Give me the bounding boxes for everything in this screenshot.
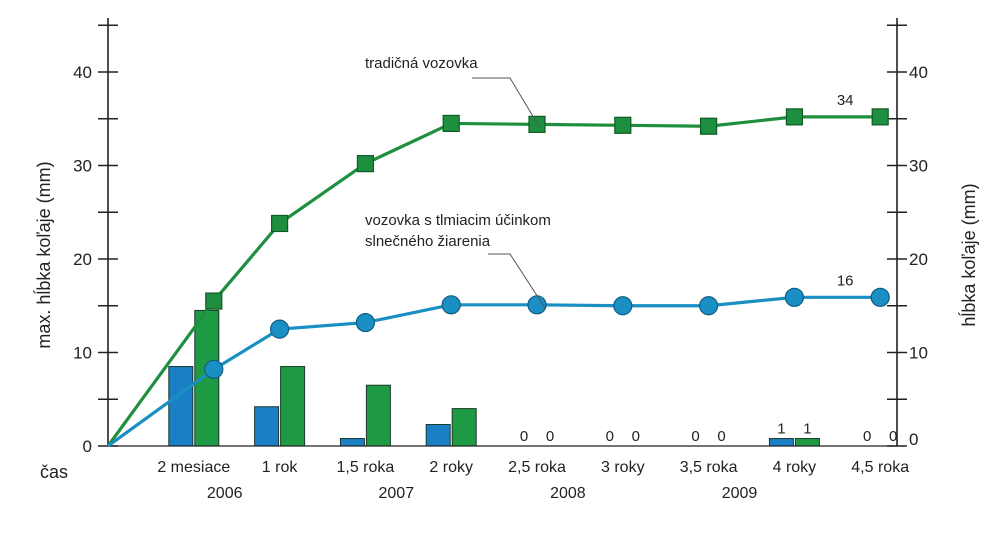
bar-green [280, 366, 306, 447]
marker-square [614, 116, 632, 134]
marker-circle [204, 359, 224, 379]
y-axis-label: max. hĺbka koľaje (mm) [33, 161, 54, 348]
marker-square [528, 115, 546, 133]
marker-circle [784, 287, 805, 307]
lines [106, 108, 890, 448]
annotation-leader [488, 253, 546, 309]
annotation-leader [472, 77, 541, 129]
bar-data-label: 0 [863, 428, 871, 445]
y-tick-label-left: 0 [83, 437, 92, 456]
bar-data-label: 1 [803, 421, 811, 438]
x-tick-label: 1,5 roka [336, 459, 394, 476]
annotation-text: tradičná vozovka [365, 55, 478, 72]
year-label: 2008 [550, 485, 586, 502]
x-tick-label: 3 roky [601, 459, 645, 476]
marker-square [871, 108, 889, 126]
y2-axis-label: hĺbka koľaje (mm) [958, 183, 979, 326]
series-line-traditional [106, 115, 881, 447]
bar-data-label: 0 [691, 428, 699, 445]
y-tick-label-right: 20 [909, 250, 928, 269]
marker-circle [441, 295, 461, 315]
x-axis-label: čas [40, 462, 68, 482]
bar-data-label: 0 [632, 428, 640, 445]
marker-square [785, 108, 804, 126]
bar-data-label: 0 [717, 428, 725, 445]
bar-data-label: 0 [520, 428, 528, 445]
series-end-label: 16 [837, 272, 854, 289]
marker-square [699, 117, 718, 135]
annotation-text: vozovka s tlmiacim účinkom [365, 212, 551, 229]
x-tick-label: 1 rok [262, 459, 299, 476]
y-tick-label-right: 10 [909, 344, 928, 363]
y-tick-label-left: 20 [73, 250, 92, 269]
annotation-text: slnečného žiarenia [365, 233, 491, 250]
x-tick-label: 4,5 roka [851, 459, 909, 476]
year-label: 2006 [207, 485, 243, 502]
x-tick-label: 2 mesiace [157, 459, 230, 476]
bar-blue [339, 438, 365, 447]
series-line-dampening [107, 295, 881, 448]
marker-circle [355, 312, 375, 333]
bar-blue [168, 366, 194, 447]
marker-square [205, 292, 223, 310]
marker-square [442, 114, 460, 133]
marker-circle [270, 319, 290, 339]
y-tick-label-left: 30 [73, 157, 92, 176]
bar-data-label: 0 [889, 428, 897, 445]
bar-blue [768, 438, 794, 447]
y-tick-label-right: 0 [909, 430, 918, 449]
y-tick-label-left: 10 [73, 344, 92, 363]
bar-green [794, 438, 820, 447]
y-tick-label-right: 40 [909, 63, 928, 82]
marker-square [356, 155, 374, 173]
y-tick-label-left: 40 [73, 63, 92, 82]
year-label: 2007 [379, 485, 415, 502]
bar-data-label: 0 [606, 428, 614, 445]
x-tick-label: 2,5 roka [508, 459, 566, 476]
bars [168, 309, 820, 447]
marker-square [271, 214, 289, 233]
bar-data-label: 1 [777, 421, 785, 438]
x-tick-label: 4 roky [773, 459, 817, 476]
bar-blue [254, 406, 280, 447]
x-tick-label: 3,5 roka [680, 459, 738, 476]
labels: 2 mesiace 1 rok 1,5 roka 2 roky 2,5 roka 3 ro… [157, 55, 909, 502]
year-label: 2009 [722, 485, 758, 502]
bar-green [451, 408, 477, 447]
bar-blue [425, 423, 451, 447]
series-end-label: 34 [837, 92, 854, 109]
marker-circle [613, 296, 633, 316]
y-tick-label-right: 30 [909, 157, 928, 176]
x-tick-label: 2 roky [429, 459, 473, 476]
bar-green [365, 384, 391, 447]
bar-data-label: 0 [546, 428, 554, 445]
marker-circle [870, 287, 890, 307]
marker-circle [698, 296, 719, 316]
